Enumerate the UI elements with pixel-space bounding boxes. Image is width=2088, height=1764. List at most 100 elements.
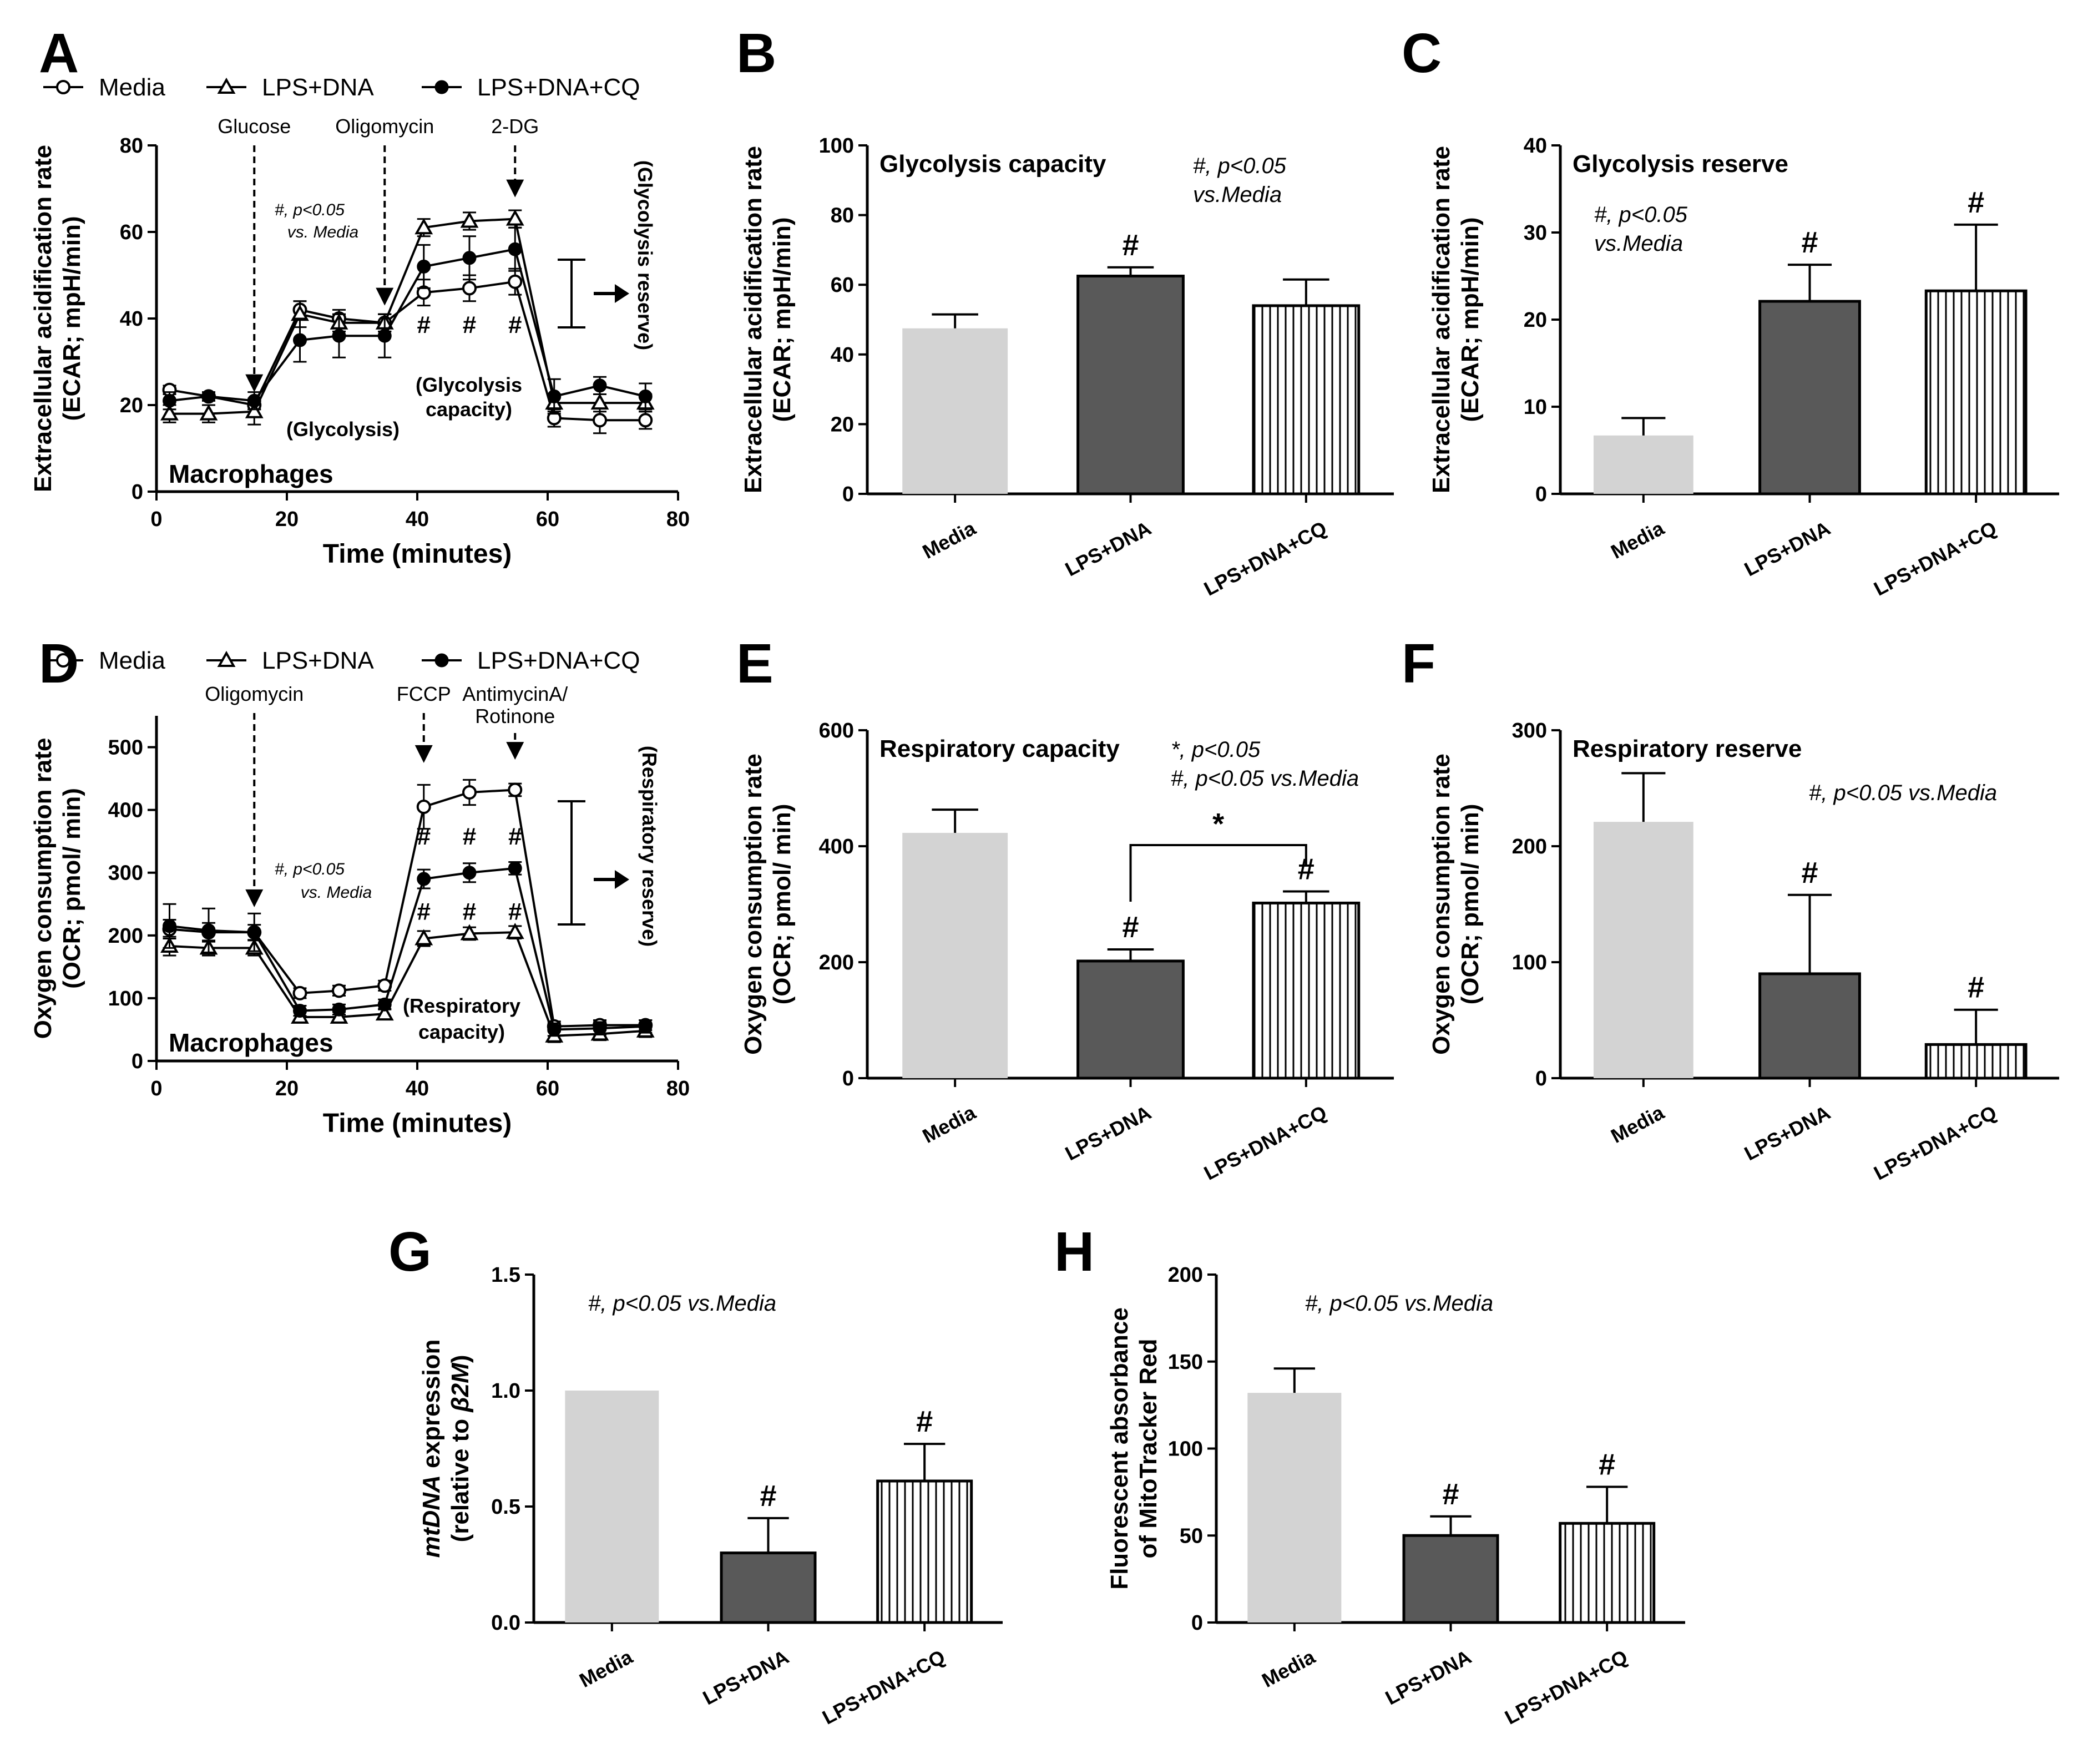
- y-axis-title: Fluorescent absorbanceof MitoTracker Red: [1106, 1307, 1162, 1590]
- bar-group: #: [1076, 911, 1185, 1080]
- y-tick-label: 1.5: [491, 1263, 520, 1287]
- stats-note: #, p<0.05: [275, 860, 345, 878]
- y-tick-label: 100: [1512, 951, 1547, 974]
- y-axis-title-line: (ECAR; mpH/min): [769, 217, 796, 422]
- phase-label: (Glycolysis): [286, 418, 400, 441]
- category-label: LPS+DNA+CQ: [1200, 1101, 1331, 1185]
- y-axis-title-line: (ECAR; mpH/min): [1457, 217, 1484, 422]
- stats-note: vs.Media: [1594, 231, 1683, 256]
- data-point: [460, 924, 479, 941]
- y-tick-label: 80: [831, 204, 854, 228]
- comparison-bracket: [1129, 844, 1307, 902]
- y-axis-title-line: Extracellular acidification rate: [740, 146, 767, 493]
- data-point: [593, 1021, 607, 1035]
- significance-mark: #: [1968, 186, 1984, 219]
- data-point: [593, 413, 607, 428]
- category-label: LPS+DNA+CQ: [818, 1645, 949, 1729]
- category-label: Media: [1607, 516, 1668, 563]
- panel-A: A 0 20 40 60 80 Extracellular acidification ra…: [29, 22, 690, 569]
- chart-title: Glycolysis capacity: [879, 150, 1106, 178]
- y-tick-label: 0: [842, 1067, 854, 1090]
- reserve-label: (Respiratory reserve): [638, 746, 661, 947]
- significance-mark: #: [760, 1479, 776, 1513]
- y-tick-label: 20: [120, 394, 143, 417]
- significance-mark: #: [463, 898, 476, 926]
- bar-group: #: [720, 1479, 817, 1624]
- cell-type-label: Macrophages: [169, 1028, 333, 1057]
- data-point: [508, 782, 523, 797]
- data-point: [638, 389, 653, 403]
- legend-item: LPS+DNA+CQ: [422, 74, 640, 101]
- bar: [1402, 1534, 1499, 1624]
- significance-mark: #: [1442, 1478, 1459, 1511]
- phase-label: capacity): [426, 398, 512, 421]
- injection-label: Glucose: [218, 115, 291, 138]
- y-axis-title-line: Oxygen consumption rate: [1428, 754, 1455, 1055]
- stats-note: #, p<0.05: [275, 201, 345, 219]
- y-tick-label: 0.0: [491, 1611, 520, 1635]
- y-tick-label: 200: [1168, 1263, 1203, 1287]
- data-point: [593, 378, 607, 393]
- y-tick-label: 300: [1512, 719, 1547, 742]
- y-tick-label: 200: [108, 924, 143, 948]
- bar-group: #: [1924, 186, 2028, 496]
- injection-arrow-head: [376, 287, 394, 306]
- data-point: [332, 1002, 346, 1017]
- legend-item: Media: [43, 74, 165, 101]
- injection-label: FCCP: [397, 683, 451, 705]
- category-label: LPS+DNA+CQ: [1870, 517, 2000, 600]
- injection-arrow-head: [245, 374, 264, 392]
- category-label: Media: [919, 516, 980, 563]
- x-tick-label: 0: [150, 508, 162, 531]
- injection-arrow-head: [414, 745, 433, 763]
- y-axis-title: Extracellular acidification rate(ECAR; m…: [1428, 146, 1484, 493]
- y-tick-label: 0: [132, 481, 143, 504]
- stats-note: vs. Media: [301, 883, 372, 902]
- bar-group: #: [1924, 971, 2028, 1080]
- series-line: [169, 247, 646, 402]
- injection-marker: Oligomycin: [335, 115, 434, 306]
- data-point: [508, 242, 522, 256]
- phase-label: capacity): [418, 1020, 505, 1043]
- data-point: [199, 404, 218, 421]
- legend-marker: [56, 653, 70, 668]
- bar: [1924, 1043, 2028, 1080]
- legend-marker: [434, 80, 449, 94]
- x-tick-label: 80: [666, 1077, 690, 1100]
- y-tick-label: 40: [120, 307, 143, 331]
- y-tick-label: 500: [108, 736, 143, 760]
- data-point: [508, 274, 523, 289]
- data-point: [245, 402, 264, 418]
- y-tick-label: 60: [831, 274, 854, 297]
- panel-label: C: [1402, 22, 1442, 84]
- significance-mark: #: [417, 823, 431, 850]
- legend-item: Media: [43, 647, 165, 674]
- data-point: [505, 209, 524, 226]
- y-tick-label: 80: [120, 134, 143, 158]
- data-point: [377, 997, 392, 1012]
- reserve-arrow-head: [615, 870, 629, 889]
- category-label: LPS+DNA: [1741, 1101, 1834, 1165]
- data-point: [462, 785, 477, 800]
- data-point: [160, 404, 179, 421]
- series-line: [169, 931, 646, 1037]
- injection-arrow-head: [506, 179, 524, 198]
- category-label: LPS+DNA: [1061, 1101, 1155, 1165]
- legend-label: Media: [99, 647, 165, 674]
- y-axis-title: Extracellular acidification rate(ECAR; m…: [29, 145, 85, 492]
- bar: [902, 328, 1008, 494]
- category-label: LPS+DNA+CQ: [1870, 1101, 2000, 1185]
- data-point: [638, 413, 653, 428]
- panel-B: B 0 20 40 60 80 100 Extracellular acidification…: [736, 22, 1394, 600]
- series-line: [169, 218, 646, 415]
- comparison-mark: *: [1212, 807, 1224, 841]
- bar-group: [1593, 417, 1693, 494]
- data-point: [638, 1019, 653, 1034]
- significance-mark: #: [463, 311, 476, 338]
- panel-label: F: [1402, 633, 1435, 695]
- bar: [565, 1391, 659, 1623]
- data-point: [332, 328, 346, 343]
- bar: [1593, 435, 1693, 494]
- injection-marker: AntimycinA/Rotinone: [462, 683, 568, 760]
